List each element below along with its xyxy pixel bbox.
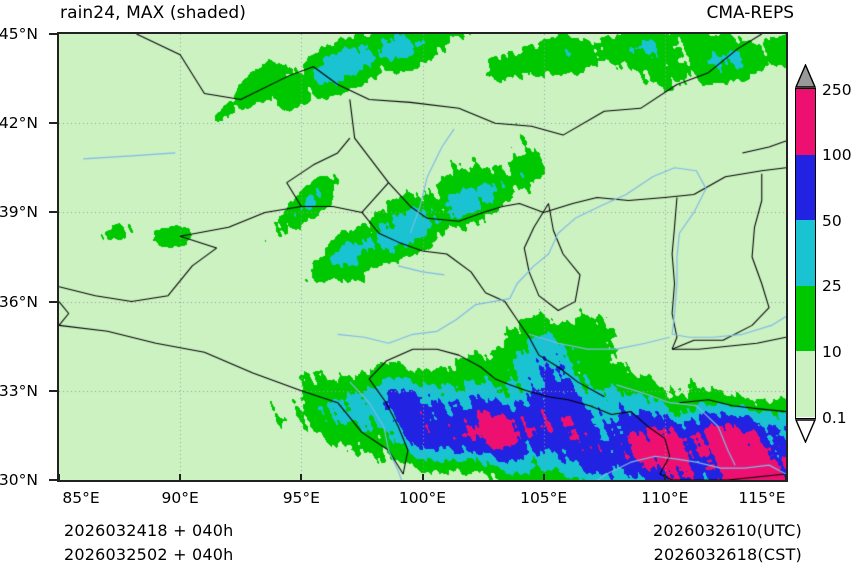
ytick-mark <box>49 122 57 125</box>
xtick-mark <box>663 474 666 482</box>
xtick-label: 110°E <box>641 489 689 507</box>
ytick-label: 30°N <box>0 471 38 489</box>
colorbar[interactable] <box>795 88 816 419</box>
xtick-mark <box>785 474 787 482</box>
longitude-axis: 85°E 90°E 95°E 100°E 105°E 110°E 115°E <box>57 474 788 512</box>
xtick-label: 85°E <box>62 489 100 507</box>
ytick-label: 36°N <box>0 292 38 311</box>
ytick-mark <box>49 300 57 303</box>
model-label: CMA-REPS <box>706 3 794 23</box>
footer-valid-time-utc: 2026032610(UTC) <box>653 521 802 540</box>
ytick-label: 42°N <box>0 114 38 133</box>
xtick-label: 100°E <box>398 489 447 507</box>
ytick-mark <box>49 389 57 392</box>
colorbar-band <box>796 89 815 155</box>
ytick-mark <box>49 479 57 481</box>
xtick-label: 115°E <box>738 489 786 507</box>
xtick-label: 105°E <box>520 489 568 507</box>
xtick-mark <box>300 474 303 482</box>
ytick-mark <box>49 33 57 35</box>
colorbar-tick-label: 50 <box>822 211 842 230</box>
colorbar-tick-label: 10 <box>822 342 842 361</box>
colorbar-tick-label: 250 <box>822 80 852 99</box>
colorbar-band <box>796 154 815 221</box>
ytick-mark <box>49 211 57 214</box>
map-plot-area[interactable] <box>57 32 788 482</box>
footer-init-time-utc: 2026032418 + 040h <box>64 521 234 540</box>
colorbar-band <box>796 220 815 286</box>
ytick-label: 45°N <box>0 25 38 43</box>
xtick-mark <box>421 474 424 482</box>
colorbar-tick-label: 25 <box>822 277 842 296</box>
xtick-label: 95°E <box>282 489 320 507</box>
page-title: rain24, MAX (shaded) <box>60 3 247 23</box>
colorbar-band <box>796 285 815 352</box>
colorbar-under-arrow-icon <box>795 419 816 443</box>
footer-init-time-cst: 2026032502 + 040h <box>64 545 234 564</box>
xtick-mark <box>58 474 60 482</box>
precipitation-heatmap-canvas <box>59 34 786 480</box>
ytick-label: 33°N <box>0 381 38 400</box>
colorbar-tick-label: 100 <box>822 146 852 165</box>
footer-valid-time-cst: 2026032618(CST) <box>653 545 802 564</box>
colorbar-tick-label: 0.1 <box>822 408 847 427</box>
colorbar-band <box>796 351 815 417</box>
colorbar-over-arrow-icon <box>795 64 816 88</box>
xtick-label: 90°E <box>161 489 199 507</box>
ytick-label: 39°N <box>0 203 38 222</box>
xtick-mark <box>179 474 182 482</box>
xtick-mark <box>542 474 545 482</box>
latitude-axis: 30°N 33°N 36°N 39°N 42°N 45°N <box>0 25 57 489</box>
